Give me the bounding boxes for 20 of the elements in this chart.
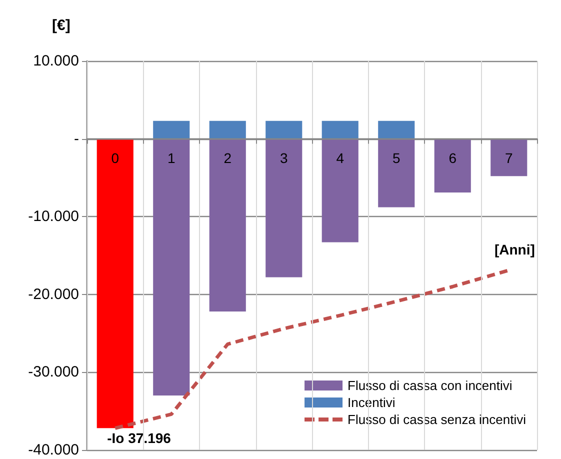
x-tick-label: 2 [224,150,232,166]
legend-label: Flusso di cassa con incentivi [348,378,512,393]
x-tick-label: 4 [336,150,344,166]
x-tick-label: 1 [167,150,176,166]
annotation: -Io 37.196 [107,430,172,446]
legend-label: Flusso di cassa senza incentivi [348,412,526,427]
x-tick-label: 0 [111,150,120,166]
legend-label: Incentivi [348,395,396,410]
x-tick-label: 6 [448,150,457,166]
y-tick-label: -20.000 [28,286,79,303]
y-tick-label: - [74,130,79,148]
y-tick-label: -40.000 [28,442,79,458]
y-tick-label: -30.000 [28,364,79,381]
y-tick-label: 10.000 [33,52,79,70]
y-tick-label: -10.000 [28,208,79,226]
x-tick-label: 5 [392,150,400,166]
x-tick-label: 3 [280,150,288,166]
x-axis-title: [Anni] [494,241,535,258]
y-axis-title: [€] [52,17,70,34]
x-tick-label: 7 [504,150,513,166]
